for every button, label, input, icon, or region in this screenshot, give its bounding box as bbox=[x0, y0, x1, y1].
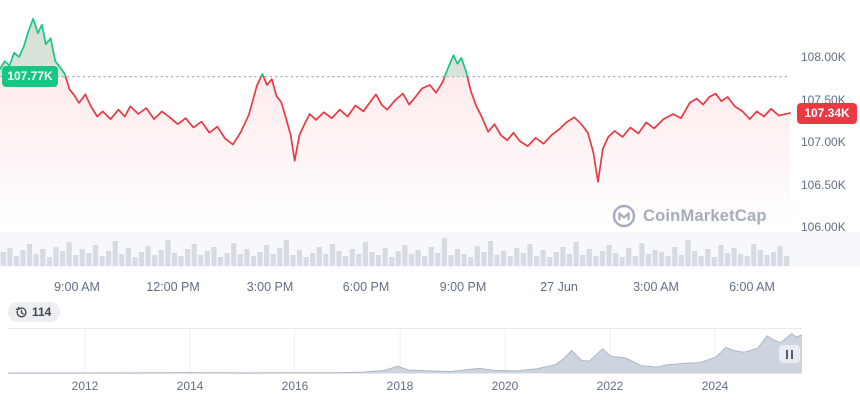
time-tick-label: 12:00 PM bbox=[146, 280, 200, 294]
time-tick-label: 6:00 AM bbox=[729, 280, 775, 294]
open-price-badge: 107.77K bbox=[2, 66, 58, 87]
price-chart-canvas[interactable] bbox=[0, 0, 795, 270]
time-tick-label: 27 Jun bbox=[540, 280, 578, 294]
year-tick-label: 2014 bbox=[176, 379, 204, 393]
timeline-minimap[interactable] bbox=[8, 328, 802, 374]
year-tick-label: 2012 bbox=[71, 379, 99, 393]
time-tick-label: 3:00 PM bbox=[246, 280, 294, 294]
pause-button[interactable] bbox=[779, 345, 800, 363]
year-tick-label: 2020 bbox=[491, 379, 519, 393]
pause-bar-icon bbox=[786, 349, 788, 359]
history-count-pill[interactable]: 114 bbox=[8, 302, 61, 322]
history-clock-icon bbox=[15, 306, 27, 317]
year-tick-label: 2016 bbox=[281, 379, 309, 393]
price-tick-label: 106.00K bbox=[801, 220, 846, 234]
price-tick-label: 107.00K bbox=[801, 135, 846, 149]
price-tick-label: 106.50K bbox=[801, 177, 846, 192]
year-tick-label: 2024 bbox=[701, 379, 729, 393]
current-price-badge: 107.34K bbox=[797, 103, 857, 124]
pause-bar-icon bbox=[791, 349, 793, 359]
time-tick-label: 9:00 PM bbox=[439, 280, 487, 294]
price-tick-label: 108.00K bbox=[801, 50, 846, 64]
price-axis: 108.00K 107.50K 107.00K 106.50K 106.00K bbox=[795, 0, 860, 270]
time-tick-label: 3:00 AM bbox=[633, 280, 679, 294]
year-tick-label: 2018 bbox=[386, 379, 414, 393]
year-tick-label: 2022 bbox=[596, 379, 624, 393]
year-axis: 2012 2014 2016 2018 2020 2022 2024 bbox=[8, 379, 802, 395]
history-count: 114 bbox=[32, 305, 52, 319]
time-tick-label: 6:00 PM bbox=[342, 280, 390, 294]
time-axis: 9:00 AM 12:00 PM 3:00 PM 6:00 PM 9:00 PM 27 J… bbox=[0, 280, 795, 298]
time-tick-label: 9:00 AM bbox=[54, 280, 100, 294]
